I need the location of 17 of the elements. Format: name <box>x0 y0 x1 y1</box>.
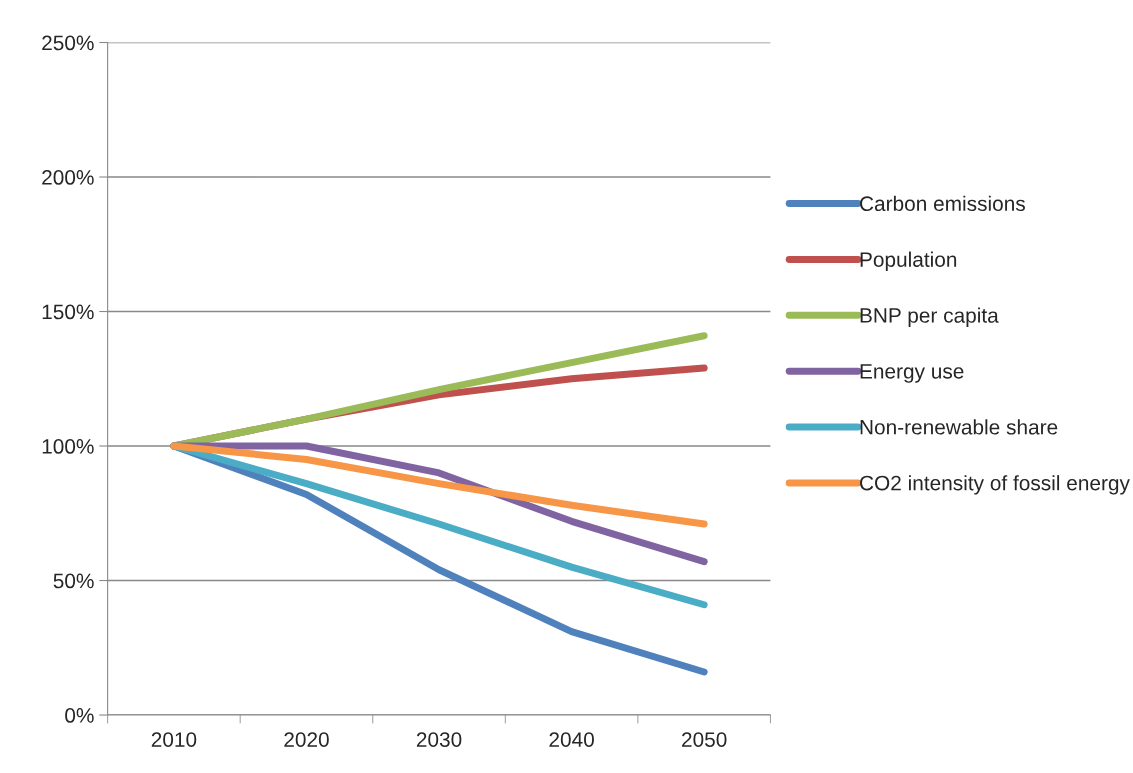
x-tick-label: 2050 <box>682 732 727 747</box>
x-tick-label: 2020 <box>284 732 329 747</box>
x-tick-label: 2030 <box>416 732 462 747</box>
legend-label: CO2 intensity of fossil energy <box>860 475 1130 495</box>
x-tick-label: 2010 <box>151 732 197 747</box>
y-tick-label: 150% <box>42 304 94 320</box>
legend-label: Energy use <box>860 364 964 383</box>
y-tick-label: 0% <box>65 708 94 723</box>
legend-label: Population <box>860 251 957 272</box>
legend-label: Non-renewable share <box>860 419 1058 435</box>
y-tick-label: 250% <box>42 35 94 51</box>
y-tick-label: 50% <box>53 573 94 589</box>
y-tick-label: 100% <box>42 439 94 454</box>
y-tick-label: 200% <box>42 170 94 185</box>
x-tick-label: 2040 <box>549 732 594 747</box>
legend-label: Carbon emissions <box>860 195 1025 212</box>
legend-label: BNP per capita <box>860 307 999 327</box>
